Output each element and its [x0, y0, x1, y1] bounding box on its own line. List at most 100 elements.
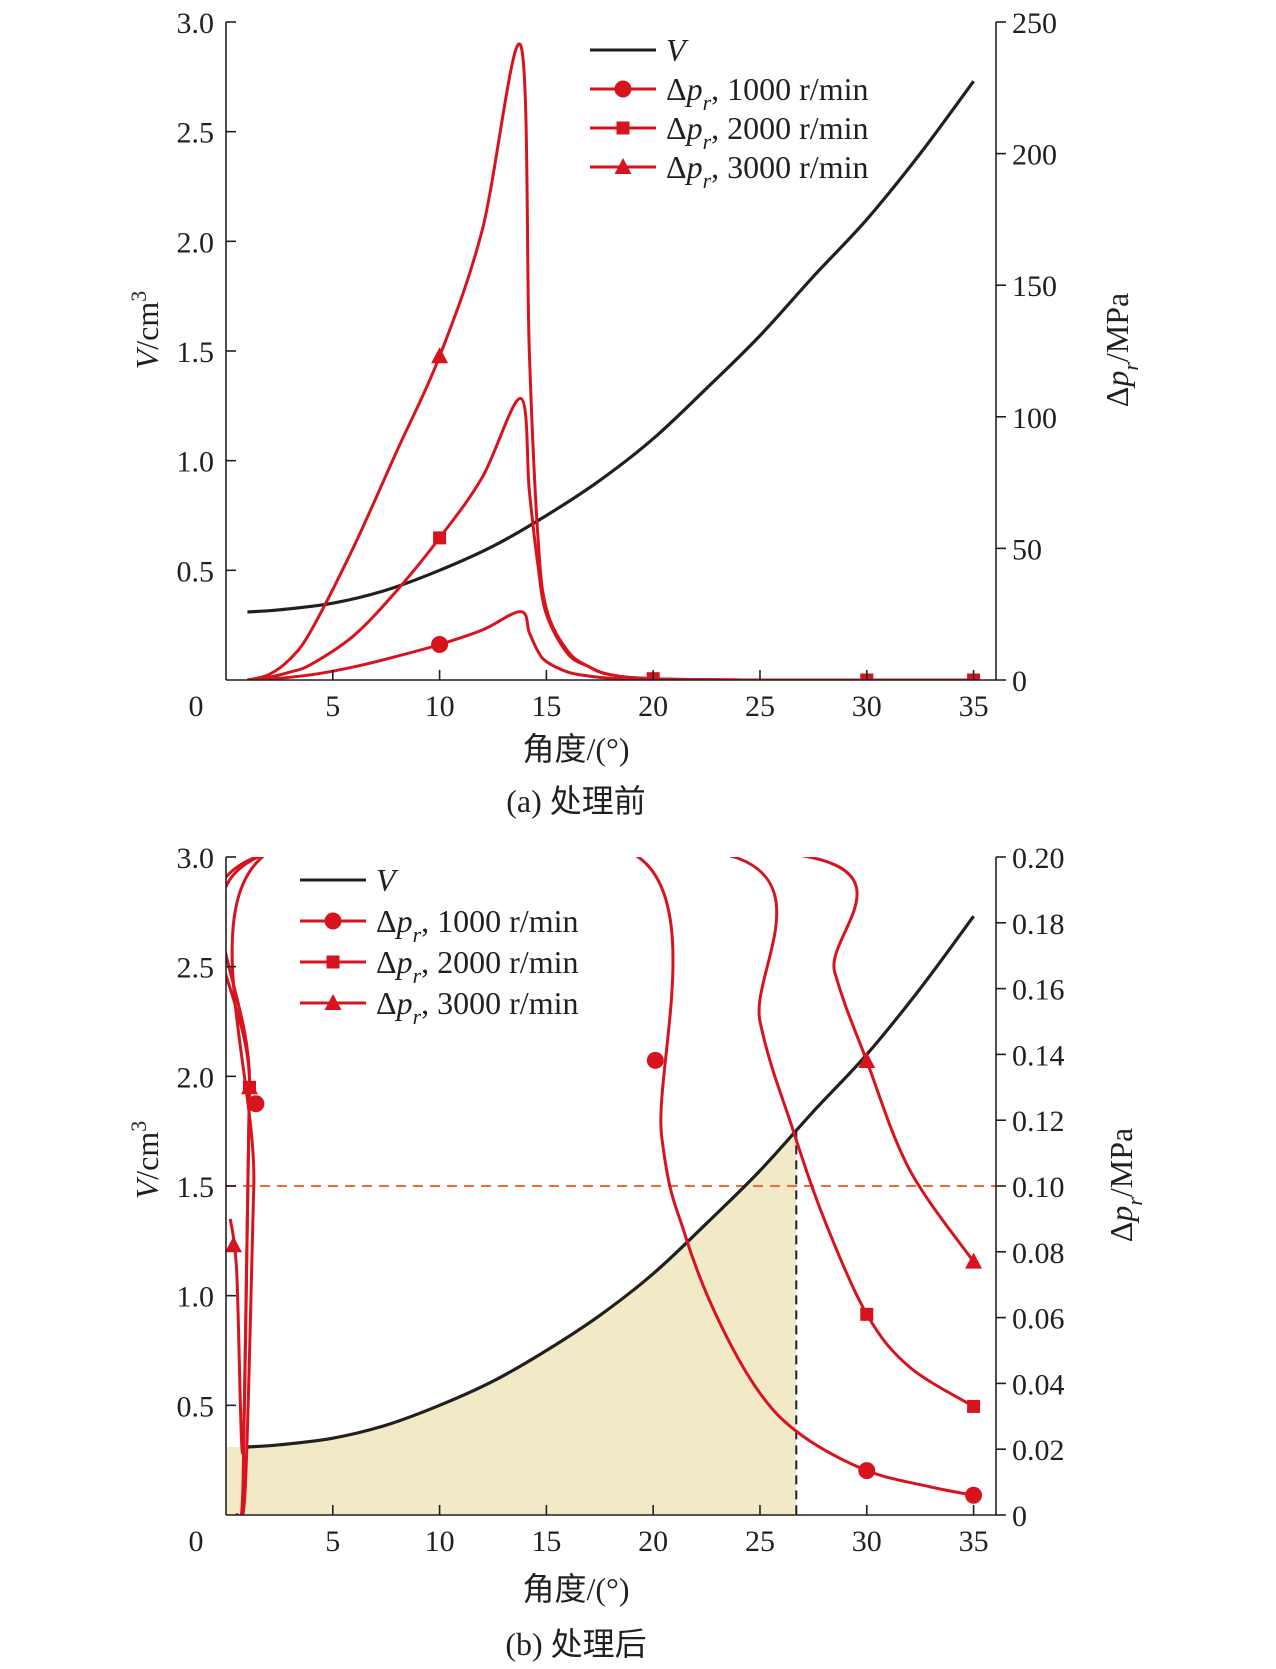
panel-a-left-axis-title: V/cm3: [126, 291, 165, 370]
panel-b-legend-3-symbol: p: [395, 985, 413, 1021]
panel-a-series-1-marker-0: [431, 635, 449, 653]
panel-b-y-right-tick-label-5: 0.10: [1012, 1171, 1065, 1204]
panel-b-x-tick-label-6: 30: [852, 1525, 882, 1558]
panel-b-y-left-tick-label-4: 2.5: [177, 952, 215, 985]
panel-a-y-left-tick-label-2: 1.5: [177, 336, 215, 369]
panel-a-y-right-tick-label-2: 100: [1012, 402, 1057, 435]
panel-b-x-tick-label-3: 15: [531, 1525, 561, 1558]
panel-b-series-1-line: [230, 857, 974, 1515]
panel-b-right-axis-title-symbol: p: [1103, 1206, 1139, 1224]
panel-b-caption: (b) 处理后: [505, 1626, 646, 1662]
panel-a-right-axis-title-unit: /MPa: [1099, 293, 1135, 362]
panel-b-shaded-area: [226, 1130, 797, 1515]
panel-a-right-axis-title-subscript: r: [1118, 362, 1143, 371]
panel-a-x-tick-label-2: 10: [425, 690, 455, 723]
panel-b-series-1-marker-3: [965, 1486, 983, 1504]
panel-b-y-right-tick-label-2: 0.04: [1012, 1368, 1065, 1401]
panel-b-legend-3-label: Δpr, 3000 r/min: [376, 985, 578, 1029]
panel-a-legend-0-label: V: [666, 32, 689, 68]
panel-a-x-tick-label-4: 20: [638, 690, 668, 723]
panel-b-series-1-marker-0: [247, 1095, 265, 1113]
panel-b-y-right-tick-label-3: 0.06: [1012, 1303, 1065, 1336]
panel-b-y-right-tick-label-8: 0.16: [1012, 974, 1065, 1007]
panel-b-legend-1-speed: , 1000 r/min: [421, 903, 578, 939]
panel-b-series-3-marker-1: [240, 1078, 258, 1095]
panel-a-legend-2-subscript: r: [703, 129, 712, 154]
panel-b-y-left-tick-label-5: 3.0: [177, 842, 215, 875]
panel-b-y-right-tick-label-0: 0: [1012, 1500, 1027, 1533]
panel-b-series-3-marker-2: [858, 1051, 876, 1068]
panel-b-x-tick-label-0: 0: [189, 1525, 204, 1558]
panel-a-y-left-tick-label-4: 2.5: [177, 117, 215, 150]
panel-a-series-2-marker-0: [433, 531, 447, 545]
panel-a-x-tick-label-6: 30: [852, 690, 882, 723]
panel-a-legend-3-delta: Δ: [666, 149, 687, 185]
panel-a-axes-frame: [225, 22, 997, 681]
panel-b-x-tick-label-5: 25: [745, 1525, 775, 1558]
panel-b-y-left-tick-label-3: 2.0: [177, 1061, 215, 1094]
panel-a-y-left-tick-label-5: 3.0: [177, 7, 215, 40]
panel-b-legend-2-subscript: r: [413, 963, 422, 988]
panel-a-legend-3-swatch-marker: [614, 158, 632, 174]
panel-b-legend-3-delta: Δ: [376, 985, 397, 1021]
panel-a-y-right-tick-label-3: 150: [1012, 270, 1057, 303]
panel-b-series-3-marker-0: [226, 1236, 242, 1253]
panel-b-series-1-marker-2: [858, 1462, 876, 1480]
panel-b-left-axis-title-unit: /cm: [129, 1132, 165, 1180]
panel-b-y-left-tick-label-1: 1.0: [177, 1281, 215, 1314]
panel-b-left-axis-title-symbol: V: [129, 1176, 165, 1199]
panel-b-y-right-tick-label-6: 0.12: [1012, 1105, 1065, 1138]
panel-a-legend-3-symbol: p: [685, 149, 703, 185]
panel-a-legend-2-label: Δpr, 2000 r/min: [666, 110, 868, 154]
panel-a-y-right-tick-label-1: 50: [1012, 533, 1042, 566]
panel-a-legend-3-speed: , 3000 r/min: [711, 149, 868, 185]
panel-a-caption: (a) 处理前: [506, 783, 646, 819]
panel-a-legend-1-swatch-marker: [614, 80, 632, 98]
panel-b-plot-area: [226, 857, 996, 1515]
panel-b-right-axis-title-subscript: r: [1122, 1197, 1147, 1206]
panel-b-x-tick-label-4: 20: [638, 1525, 668, 1558]
panel-a-x-tick-label-7: 35: [959, 690, 989, 723]
panel-a-y-right-tick-label-5: 250: [1012, 7, 1057, 40]
panel-a-y-right-tick-label-4: 200: [1012, 139, 1057, 172]
panel-a-x-tick-label-1: 5: [325, 690, 340, 723]
panel-b-y-right-tick-label-7: 0.14: [1012, 1039, 1065, 1072]
panel-b-series-2-marker-1: [860, 1307, 874, 1321]
panel-b-y-right-tick-label-10: 0.20: [1012, 842, 1065, 875]
panel-b-legend-1-swatch-marker: [324, 912, 342, 930]
panel-b-legend-3-swatch-marker: [324, 994, 342, 1010]
panel-b-right-axis-title-delta: Δ: [1103, 1222, 1139, 1243]
panel-a-right-axis-title-symbol: p: [1099, 371, 1135, 389]
panel-b-y-right-tick-label-9: 0.18: [1012, 908, 1065, 941]
panel-b-legend-2-label: Δpr, 2000 r/min: [376, 944, 578, 988]
panel-a-series-3-marker-0: [431, 347, 449, 364]
panel-b-legend-2-swatch-marker: [326, 955, 340, 969]
panel-b-right-axis-title-unit: /MPa: [1103, 1128, 1139, 1197]
panel-a-legend-3-label: Δpr, 3000 r/min: [666, 149, 868, 193]
panel-b-x-tick-label-1: 5: [325, 1525, 340, 1558]
panel-b-y-right-tick-label-4: 0.08: [1012, 1237, 1065, 1270]
panel-b-y-left-tick-label-2: 1.5: [177, 1171, 215, 1204]
panel-b-x-axis-title: 角度/(°): [522, 1571, 629, 1607]
panel-b-y-left-tick-label-0: 0.5: [177, 1390, 215, 1423]
panel-a-legend-3-subscript: r: [703, 168, 712, 193]
panel-a-x-tick-label-3: 15: [531, 690, 561, 723]
panel-b-legend-1-subscript: r: [413, 922, 422, 947]
panel-a-x-tick-label-5: 25: [745, 690, 775, 723]
panel-a-legend-1-delta: Δ: [666, 71, 687, 107]
panel-a-ticks: 0 5 10 15 20 25 30 35 0.5 1.0 1.5 2.0 2.5 3.0 0 50 100 15…: [177, 7, 1058, 723]
panel-b-legend-1-delta: Δ: [376, 903, 397, 939]
panel-a-series-0-line: [247, 80, 975, 614]
panel-a-legend-2-speed: , 2000 r/min: [711, 110, 868, 146]
panel-b-left-axis-title: V/cm3: [126, 1121, 165, 1200]
panel-b-right-axis-title: Δpr/MPa: [1103, 1128, 1147, 1242]
panel-a-x-axis-title: 角度/(°): [522, 731, 629, 767]
panel-a-legend-1-symbol: p: [685, 71, 703, 107]
panel-b-series-2-marker-2: [967, 1399, 981, 1413]
panel-a-legend-2-delta: Δ: [666, 110, 687, 146]
panel-a-legend-1-subscript: r: [703, 90, 712, 115]
panel-b-legend-0-label: V: [376, 862, 399, 898]
panel-b-legend-2-speed: , 2000 r/min: [421, 944, 578, 980]
